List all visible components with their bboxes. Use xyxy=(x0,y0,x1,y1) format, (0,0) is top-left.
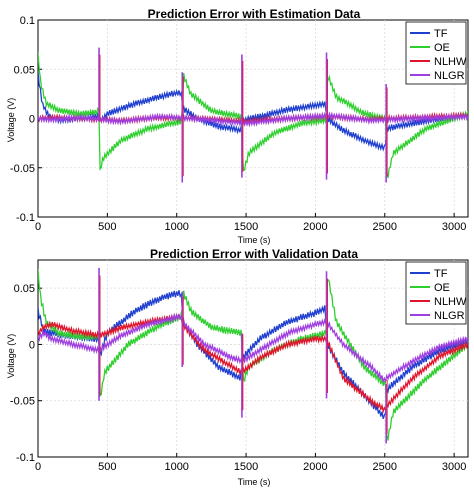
chart-validation: Prediction Error with Validation Data Ti… xyxy=(6,247,469,487)
x-tick-label: 500 xyxy=(98,221,116,233)
legend-label: TF xyxy=(434,28,448,40)
x-tick-label: 0 xyxy=(35,221,41,233)
series-line-nlgr xyxy=(38,111,468,128)
x-tick-label: 1500 xyxy=(234,461,258,473)
legend-label: NLHW xyxy=(434,296,467,308)
y-tick-label: 0.1 xyxy=(20,15,35,27)
legend-label: NLGR xyxy=(434,70,465,82)
x-tick-label: 3000 xyxy=(442,461,466,473)
x-axis-label: Time (s) xyxy=(238,235,271,245)
y-tick-label: -0.05 xyxy=(10,396,35,408)
x-tick-label: 500 xyxy=(98,461,116,473)
x-axis-label: Time (s) xyxy=(238,477,271,487)
chart-estimation: Prediction Error with Estimation Data Ti… xyxy=(6,7,469,245)
x-tick-label: 1000 xyxy=(164,461,188,473)
series-line-nlgr xyxy=(38,312,468,384)
x-tick-label: 3000 xyxy=(442,221,466,233)
y-tick-label: 0.05 xyxy=(14,283,35,295)
x-tick-label: 2000 xyxy=(303,221,327,233)
x-tick-label: 2500 xyxy=(373,461,397,473)
y-tick-label: 0 xyxy=(29,114,35,126)
legend-label: OE xyxy=(434,282,450,294)
x-tick-label: 0 xyxy=(35,461,41,473)
y-tick-label: 0 xyxy=(29,339,35,351)
legend-label: TF xyxy=(434,268,448,280)
legend-label: OE xyxy=(434,42,450,54)
y-tick-label: 0.05 xyxy=(14,64,35,76)
series-line-oe xyxy=(38,51,468,179)
y-axis-label: Voltage (V) xyxy=(6,334,16,379)
y-axis-label: Voltage (V) xyxy=(6,98,16,143)
series-line-tf xyxy=(38,71,468,152)
y-tick-label: -0.05 xyxy=(10,163,35,175)
plot-area xyxy=(37,259,469,458)
y-tick-label: -0.1 xyxy=(16,452,35,464)
chart-title: Prediction Error with Validation Data xyxy=(150,247,358,261)
x-tick-label: 1500 xyxy=(234,221,258,233)
chart-title: Prediction Error with Estimation Data xyxy=(148,7,361,21)
series-line-nlhw xyxy=(38,312,468,414)
y-tick-label: -0.1 xyxy=(16,212,35,224)
x-tick-label: 2500 xyxy=(373,221,397,233)
x-tick-label: 2000 xyxy=(303,461,327,473)
legend-label: NLHW xyxy=(434,56,467,68)
legend-label: NLGR xyxy=(434,310,465,322)
x-tick-label: 1000 xyxy=(164,221,188,233)
